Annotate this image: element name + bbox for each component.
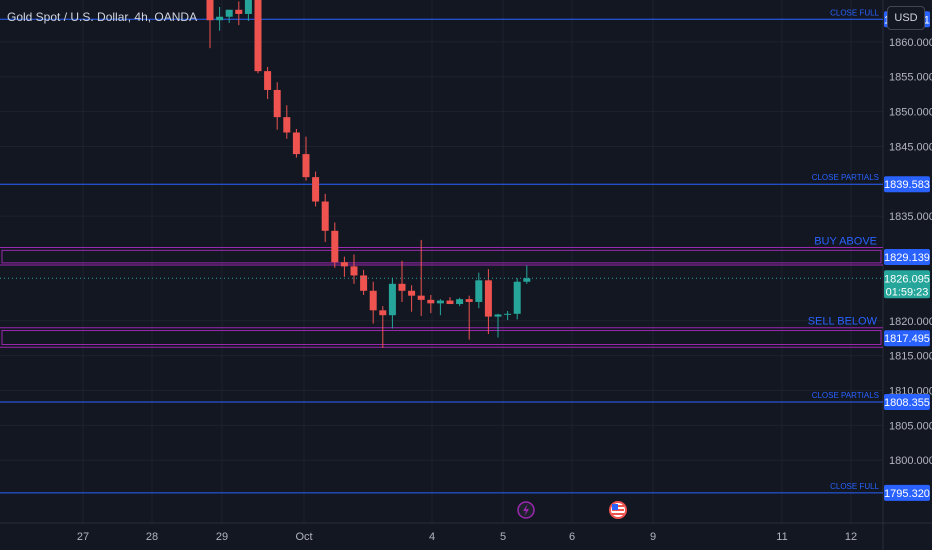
candle-body: [206, 0, 214, 21]
level-price-tag: [884, 393, 930, 410]
last-price-label: 1826.095: [884, 273, 930, 285]
candle-body: [475, 280, 483, 302]
candle-body: [235, 9, 243, 14]
candle-body: [331, 230, 339, 263]
zone-rect: [1, 249, 882, 264]
zone-price-label: 1817.495: [884, 333, 930, 345]
price-tick-label: 1845.000: [889, 141, 932, 153]
level-price-tag: [884, 484, 930, 501]
time-tick-label: 9: [650, 531, 656, 543]
candle-body: [465, 299, 473, 302]
candle-body: [254, 0, 262, 72]
candle-body: [523, 278, 531, 282]
price-axis[interactable]: 1860.000 1855.000 1850.000 1845.000 1835.000…: [889, 37, 932, 467]
time-tick-label: 27: [77, 531, 89, 543]
time-tick-label: 4: [429, 531, 435, 543]
candle-body: [244, 0, 252, 14]
us-flag-icon[interactable]: [609, 501, 627, 519]
time-tick-label: 12: [845, 531, 857, 543]
level-price-tag: [884, 176, 930, 193]
candle-body: [360, 275, 368, 291]
lightning-icon[interactable]: [517, 501, 535, 519]
zone-label: BUY ABOVE: [814, 235, 877, 247]
level-label: CLOSE PARTIALS: [812, 391, 879, 400]
candle-body: [379, 310, 387, 316]
time-tick-label: 11: [776, 531, 787, 543]
flag-stripe: [612, 513, 624, 515]
price-tick-label: 1850.000: [889, 107, 932, 119]
candle-body: [340, 262, 348, 267]
zone-price-tag: [884, 330, 930, 347]
candle-body: [283, 117, 291, 133]
level-label: CLOSE FULL: [830, 8, 879, 17]
level-price-label: 1808.355: [884, 397, 930, 409]
candle-body: [388, 283, 396, 316]
candle-body: [504, 313, 512, 315]
candle-body: [446, 300, 454, 305]
price-tick-label: 1815.000: [889, 351, 932, 363]
level-label: CLOSE FULL: [830, 482, 879, 491]
events[interactable]: [517, 501, 627, 519]
price-tick-label: 1835.000: [889, 211, 932, 223]
candle-body: [225, 9, 233, 17]
candle-body: [216, 16, 224, 21]
zones: BUY ABOVE 1829.139 SELL BELOW 1817.495: [0, 235, 930, 348]
time-tick-label: 29: [216, 531, 228, 543]
last-price-tag: [884, 270, 930, 299]
candle-body: [369, 290, 377, 311]
price-tick-label: 1820.000: [889, 316, 932, 328]
candle-body: [417, 295, 425, 300]
level-price-label: 1839.583: [884, 179, 930, 191]
lightning-icon-bolt: [523, 504, 529, 516]
time-tick-label: 5: [500, 531, 506, 543]
currency-button[interactable]: USD: [887, 6, 925, 30]
price-tick-label: 1805.000: [889, 420, 932, 432]
time-tick-label: 6: [569, 531, 575, 543]
candle-body: [513, 281, 521, 314]
zone-price-label: 1829.139: [884, 252, 930, 264]
level-label: CLOSE PARTIALS: [812, 173, 879, 182]
grid: [0, 0, 883, 523]
candle-body: [408, 290, 416, 296]
time-tick-label: 28: [146, 531, 158, 543]
time-axis[interactable]: 27 28 29 Oct 4 5 6 9 11 12: [77, 531, 857, 543]
price-tick-label: 1800.000: [889, 455, 932, 467]
price-tick-label: 1855.000: [889, 72, 932, 84]
candle-body: [398, 283, 406, 291]
candle-body: [321, 201, 329, 231]
flag-canton: [612, 504, 618, 510]
candle-body: [436, 300, 444, 304]
symbol-title: Gold Spot / U.S. Dollar, 4h, OANDA: [7, 10, 198, 24]
zone-label: SELL BELOW: [808, 316, 878, 328]
candle-body: [292, 132, 300, 155]
candle-body: [273, 89, 281, 118]
candle-body: [456, 299, 464, 305]
candle-body: [427, 299, 435, 304]
candle-body: [494, 314, 502, 317]
candle-body: [484, 280, 492, 317]
price-tick-label: 1860.000: [889, 37, 932, 49]
candle-body: [312, 177, 320, 202]
level-price-label: 1795.320: [884, 488, 930, 500]
candle-body: [302, 154, 310, 178]
candle-body: [264, 71, 272, 90]
zone-rect: [1, 330, 882, 345]
candle-body: [350, 266, 358, 276]
candles: [206, 0, 531, 348]
bar-countdown: 01:59:23: [886, 286, 929, 298]
zone-price-tag: [884, 249, 930, 266]
time-tick-label: Oct: [295, 531, 312, 543]
